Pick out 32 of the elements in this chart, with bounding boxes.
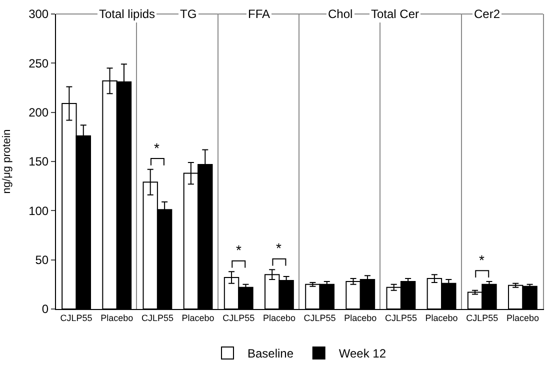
x-tick-label: CJLP55: [384, 312, 417, 323]
x-tick-label: Placebo: [425, 312, 458, 323]
y-tick-label: 50: [35, 253, 49, 268]
x-tick-label: CJLP55: [60, 312, 92, 323]
chart-title: Cer2: [474, 7, 500, 21]
x-tick-label: CJLP55: [304, 312, 336, 323]
chart-title: Total Cer: [371, 7, 420, 21]
chart-title: Chol: [328, 7, 353, 21]
x-tick-label: Placebo: [344, 312, 377, 323]
annotation: *: [479, 252, 485, 268]
chart-title: Total lipids: [99, 7, 156, 21]
x-tick-label: Placebo: [182, 312, 214, 323]
y-tick-label: 200: [28, 106, 49, 120]
annotation: *: [276, 240, 282, 256]
y-tick-label: 250: [28, 56, 49, 70]
x-tick-label: CJLP55: [222, 312, 255, 323]
x-tick-label: CJLP55: [466, 312, 498, 323]
y-tick-label: 150: [28, 154, 49, 169]
x-tick-label: Placebo: [100, 312, 134, 323]
annotation: *: [236, 242, 242, 258]
y-tick-label: 100: [28, 204, 49, 218]
x-tick-label: Placebo: [262, 312, 296, 323]
y-tick-label: 300: [28, 7, 49, 22]
annotation: *: [154, 140, 160, 156]
chart-title: TG: [180, 7, 197, 21]
x-tick-label: CJLP55: [141, 312, 174, 323]
chart-title: FFA: [248, 7, 270, 21]
y-tick-label: 0: [42, 302, 49, 316]
x-tick-label: Placebo: [506, 312, 539, 323]
y-axis-title: ng/μg protein: [1, 129, 14, 194]
legend-label: Week 12: [338, 346, 386, 361]
legend-label: Baseline: [248, 346, 294, 361]
